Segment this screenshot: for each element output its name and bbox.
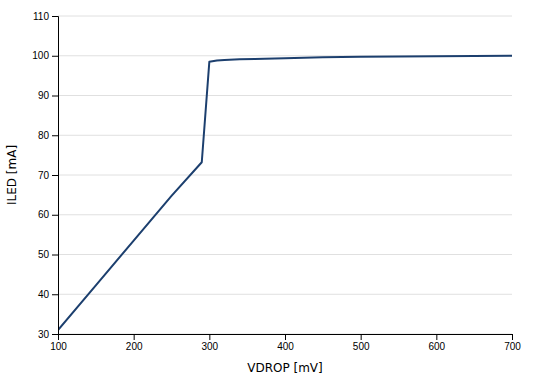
grid-line [58,214,512,215]
grid-line [58,254,512,255]
tick-mark [134,334,135,340]
y-axis-title: ILED [mA] [5,145,19,205]
tick-mark [52,175,58,176]
tick-label: 30 [38,329,50,340]
tick: 60 [38,209,58,220]
tick-mark [52,16,58,17]
tick-label: 500 [353,341,370,352]
tick-label: 100 [32,50,49,61]
tick-label: 300 [201,341,218,352]
plot: 100 200 300 400 500 600 700 30 40 50 60 70 80 90 100 11… [32,11,521,352]
tick-mark [52,56,58,57]
tick: 110 [33,11,58,22]
tick-mark [52,294,58,295]
tick-label: 70 [38,170,50,181]
tick: 500 [353,334,370,352]
tick: 100 [50,334,67,352]
tick-label: 600 [428,341,445,352]
tick: 400 [277,334,294,352]
tick: 40 [38,289,58,300]
tick-mark [361,334,362,340]
chart: 100 200 300 400 500 600 700 30 40 50 60 70 80 90 100 11… [0,0,536,382]
tick: 300 [201,334,218,352]
tick: 30 [38,329,58,340]
tick: 600 [428,334,445,352]
axis-line [59,335,513,341]
tick-label: 60 [38,209,50,220]
tick-mark [512,334,513,340]
axis-line [52,17,59,335]
x-axis-title: VDROP [mV] [247,361,323,375]
tick-mark [436,334,437,340]
y-axis: 30 40 50 60 70 80 90 100 110 [32,11,58,340]
grid-line [58,175,512,176]
tick-mark [285,334,286,340]
marks [58,56,512,330]
tick-label: 100 [50,341,67,352]
tick-mark [52,255,58,256]
tick-label: 80 [38,130,50,141]
tick-label: 50 [38,249,50,260]
grid-line [58,16,512,17]
grid [58,16,512,334]
tick-mark [52,334,58,335]
tick-mark [209,334,210,340]
tick: 200 [126,334,143,352]
grid-line [58,294,512,295]
x-axis: 100 200 300 400 500 600 700 [50,334,521,352]
tick-mark [52,215,58,216]
grid-line [58,95,512,96]
tick-label: 400 [277,341,294,352]
tick-label: 110 [33,11,49,22]
tick: 80 [38,130,58,141]
tick: 100 [32,50,58,61]
tick: 90 [38,90,58,101]
tick-label: 90 [38,90,50,101]
tick-label: 200 [126,341,143,352]
tick-mark [52,135,58,136]
line [58,56,512,330]
tick: 700 [504,334,521,352]
grid-line [58,135,512,136]
tick-label: 700 [504,341,521,352]
tick-mark [52,96,58,97]
tick: 70 [38,170,58,181]
tick-label: 40 [38,289,50,300]
tick: 50 [38,249,58,260]
